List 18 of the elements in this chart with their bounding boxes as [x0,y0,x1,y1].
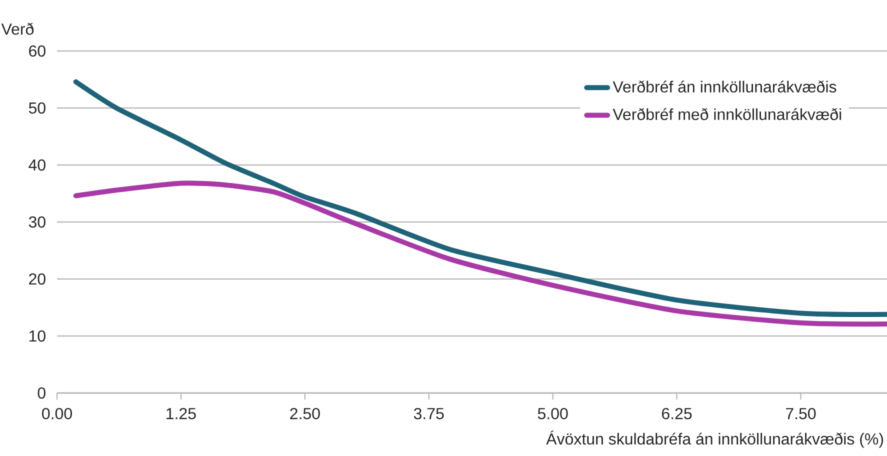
x-tick-label: 0.00 [42,408,72,420]
y-axis-title: Verð [1,22,34,35]
x-tick-label: 7.50 [786,408,816,420]
y-tick-label: 60 [29,45,46,57]
y-tick-label: 0 [38,387,46,399]
x-tick-label: 6.25 [662,408,692,420]
y-tick-label: 30 [28,216,46,228]
y-tick-label: 10 [29,330,46,342]
legend-label: Verðbréf án innköllunarákvæðis [612,80,836,93]
legend-label: Verðbréf með innköllunarákvæði [612,108,842,120]
y-tick-label: 50 [28,102,46,114]
x-tick-label: 1.25 [166,408,196,420]
y-tick-label: 20 [29,273,46,285]
x-tick-label: 5.00 [538,408,568,420]
x-tick-label: 3.75 [414,408,444,420]
x-tick-label: 2.50 [290,408,320,420]
x-axis-title: Ávöxtun skuldabréfa án innköllunarákvæðis (%) [546,430,884,448]
y-tick-label: 40 [28,159,46,171]
